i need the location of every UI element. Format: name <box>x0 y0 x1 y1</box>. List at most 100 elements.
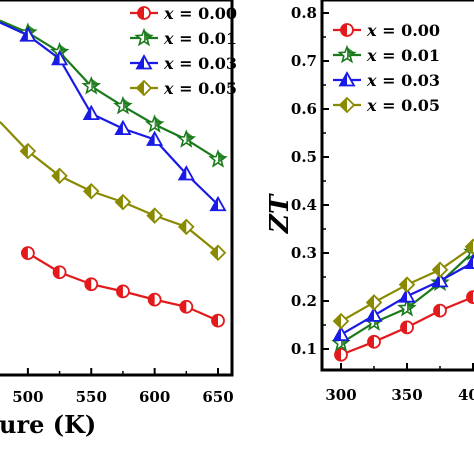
series-line <box>332 253 474 342</box>
data-point <box>397 297 417 317</box>
data-point <box>209 244 227 262</box>
legend-item: x = 0.03 <box>130 54 237 73</box>
data-point <box>464 238 474 256</box>
data-point <box>176 129 197 148</box>
data-point <box>114 193 132 211</box>
legend-label: x = 0.01 <box>163 29 237 48</box>
legend-item: x = 0.03 <box>333 71 440 90</box>
legend-label: x = 0.05 <box>163 79 237 98</box>
series-line <box>332 238 474 330</box>
x-tick-label: 40 <box>458 386 474 404</box>
data-point <box>466 290 474 305</box>
y-tick-label: 0.5 <box>291 148 317 166</box>
legend-item: x = 0.01 <box>333 44 440 65</box>
data-point <box>51 167 68 185</box>
legend-label: x = 0.00 <box>163 4 237 23</box>
legend-variable: x <box>366 46 377 65</box>
x-tick-label: 300 <box>325 386 356 404</box>
y-tick-label: 0.6 <box>291 100 317 118</box>
data-point <box>19 142 37 160</box>
data-point <box>19 26 37 42</box>
data-point <box>365 294 383 311</box>
right-chart: x = 0.00x = 0.01x = 0.03x = 0.05 0.10.20… <box>265 0 474 404</box>
legend-label: x = 0.03 <box>163 54 237 73</box>
data-point <box>398 276 416 293</box>
data-point <box>147 292 162 307</box>
legend-variable: x <box>366 21 377 40</box>
legend-label: x = 0.03 <box>366 71 440 90</box>
legend-label: x = 0.01 <box>366 46 440 65</box>
left-axes-box <box>0 0 234 377</box>
right-ticks <box>322 12 474 370</box>
data-point <box>20 246 35 261</box>
data-point <box>51 50 69 66</box>
legend-marker <box>340 23 354 37</box>
legend-variable: x <box>163 54 174 73</box>
data-point <box>367 334 381 349</box>
left-legend: x = 0.00x = 0.01x = 0.03x = 0.05 <box>130 4 237 98</box>
data-point <box>365 306 383 322</box>
y-tick-label: 0.4 <box>291 196 317 214</box>
data-point <box>179 299 194 314</box>
legend-series-name: = 0.01 <box>174 29 238 48</box>
data-point <box>433 303 447 318</box>
y-tick-label: 0.1 <box>291 340 317 358</box>
legend-marker <box>337 44 357 64</box>
legend-variable: x <box>163 29 174 48</box>
legend-item: x = 0.05 <box>130 79 237 98</box>
data-point <box>116 284 130 299</box>
right-y-tick-labels: 0.1 0.2 0.3 0.4 0.5 0.6 0.7 0.8 <box>291 4 317 358</box>
legend-series-name: = 0.05 <box>377 96 441 115</box>
y-tick-label: 0.7 <box>291 52 317 70</box>
y-tick-label: 0.2 <box>291 292 317 310</box>
y-tick-label: 0.8 <box>291 4 317 22</box>
data-point <box>208 149 228 168</box>
series-line <box>0 21 227 212</box>
data-point <box>431 271 449 288</box>
left-plot-frame <box>0 0 234 377</box>
legend-marker <box>135 79 153 97</box>
data-point <box>178 218 195 236</box>
data-point <box>144 114 165 133</box>
right-plot-frame <box>320 0 474 372</box>
series-line <box>0 121 227 262</box>
data-point <box>209 195 227 212</box>
data-point <box>431 261 449 279</box>
right-axes-box <box>320 0 474 372</box>
data-point <box>52 265 67 280</box>
data-point <box>82 104 100 121</box>
legend-variable: x <box>366 71 377 90</box>
data-point <box>81 75 101 95</box>
legend-series-name: = 0.00 <box>174 4 238 23</box>
right-y-axis-title: ZT <box>265 193 295 234</box>
y-tick-label: 0.3 <box>291 244 317 262</box>
data-point <box>211 313 225 328</box>
x-tick-label: 500 <box>12 388 43 406</box>
legend-item: x = 0.00 <box>130 4 237 23</box>
x-tick-label: 600 <box>139 388 170 406</box>
right-legend: x = 0.00x = 0.01x = 0.03x = 0.05 <box>333 21 440 115</box>
legend-series-name: = 0.01 <box>377 46 441 65</box>
data-point <box>114 119 132 136</box>
legend-item: x = 0.01 <box>130 27 237 48</box>
data-point <box>113 95 133 115</box>
data-point <box>84 277 99 292</box>
x-tick-label: 550 <box>76 388 107 406</box>
legend-marker <box>134 27 154 47</box>
left-series <box>0 19 228 328</box>
data-point <box>177 165 195 181</box>
legend-marker <box>338 71 356 87</box>
data-point <box>334 347 348 362</box>
legend-variable: x <box>163 4 174 23</box>
legend-series-name: = 0.05 <box>174 79 238 98</box>
legend-item: x = 0.05 <box>333 96 440 115</box>
legend-variable: x <box>366 96 377 115</box>
x-tick-label: 350 <box>391 386 422 404</box>
data-point <box>332 312 350 330</box>
series-line <box>20 246 225 328</box>
legend-series-name: = 0.03 <box>174 54 238 73</box>
left-x-tick-labels: 500 550 600 650 <box>12 388 233 406</box>
data-point <box>398 287 416 303</box>
legend-label: x = 0.00 <box>366 21 440 40</box>
